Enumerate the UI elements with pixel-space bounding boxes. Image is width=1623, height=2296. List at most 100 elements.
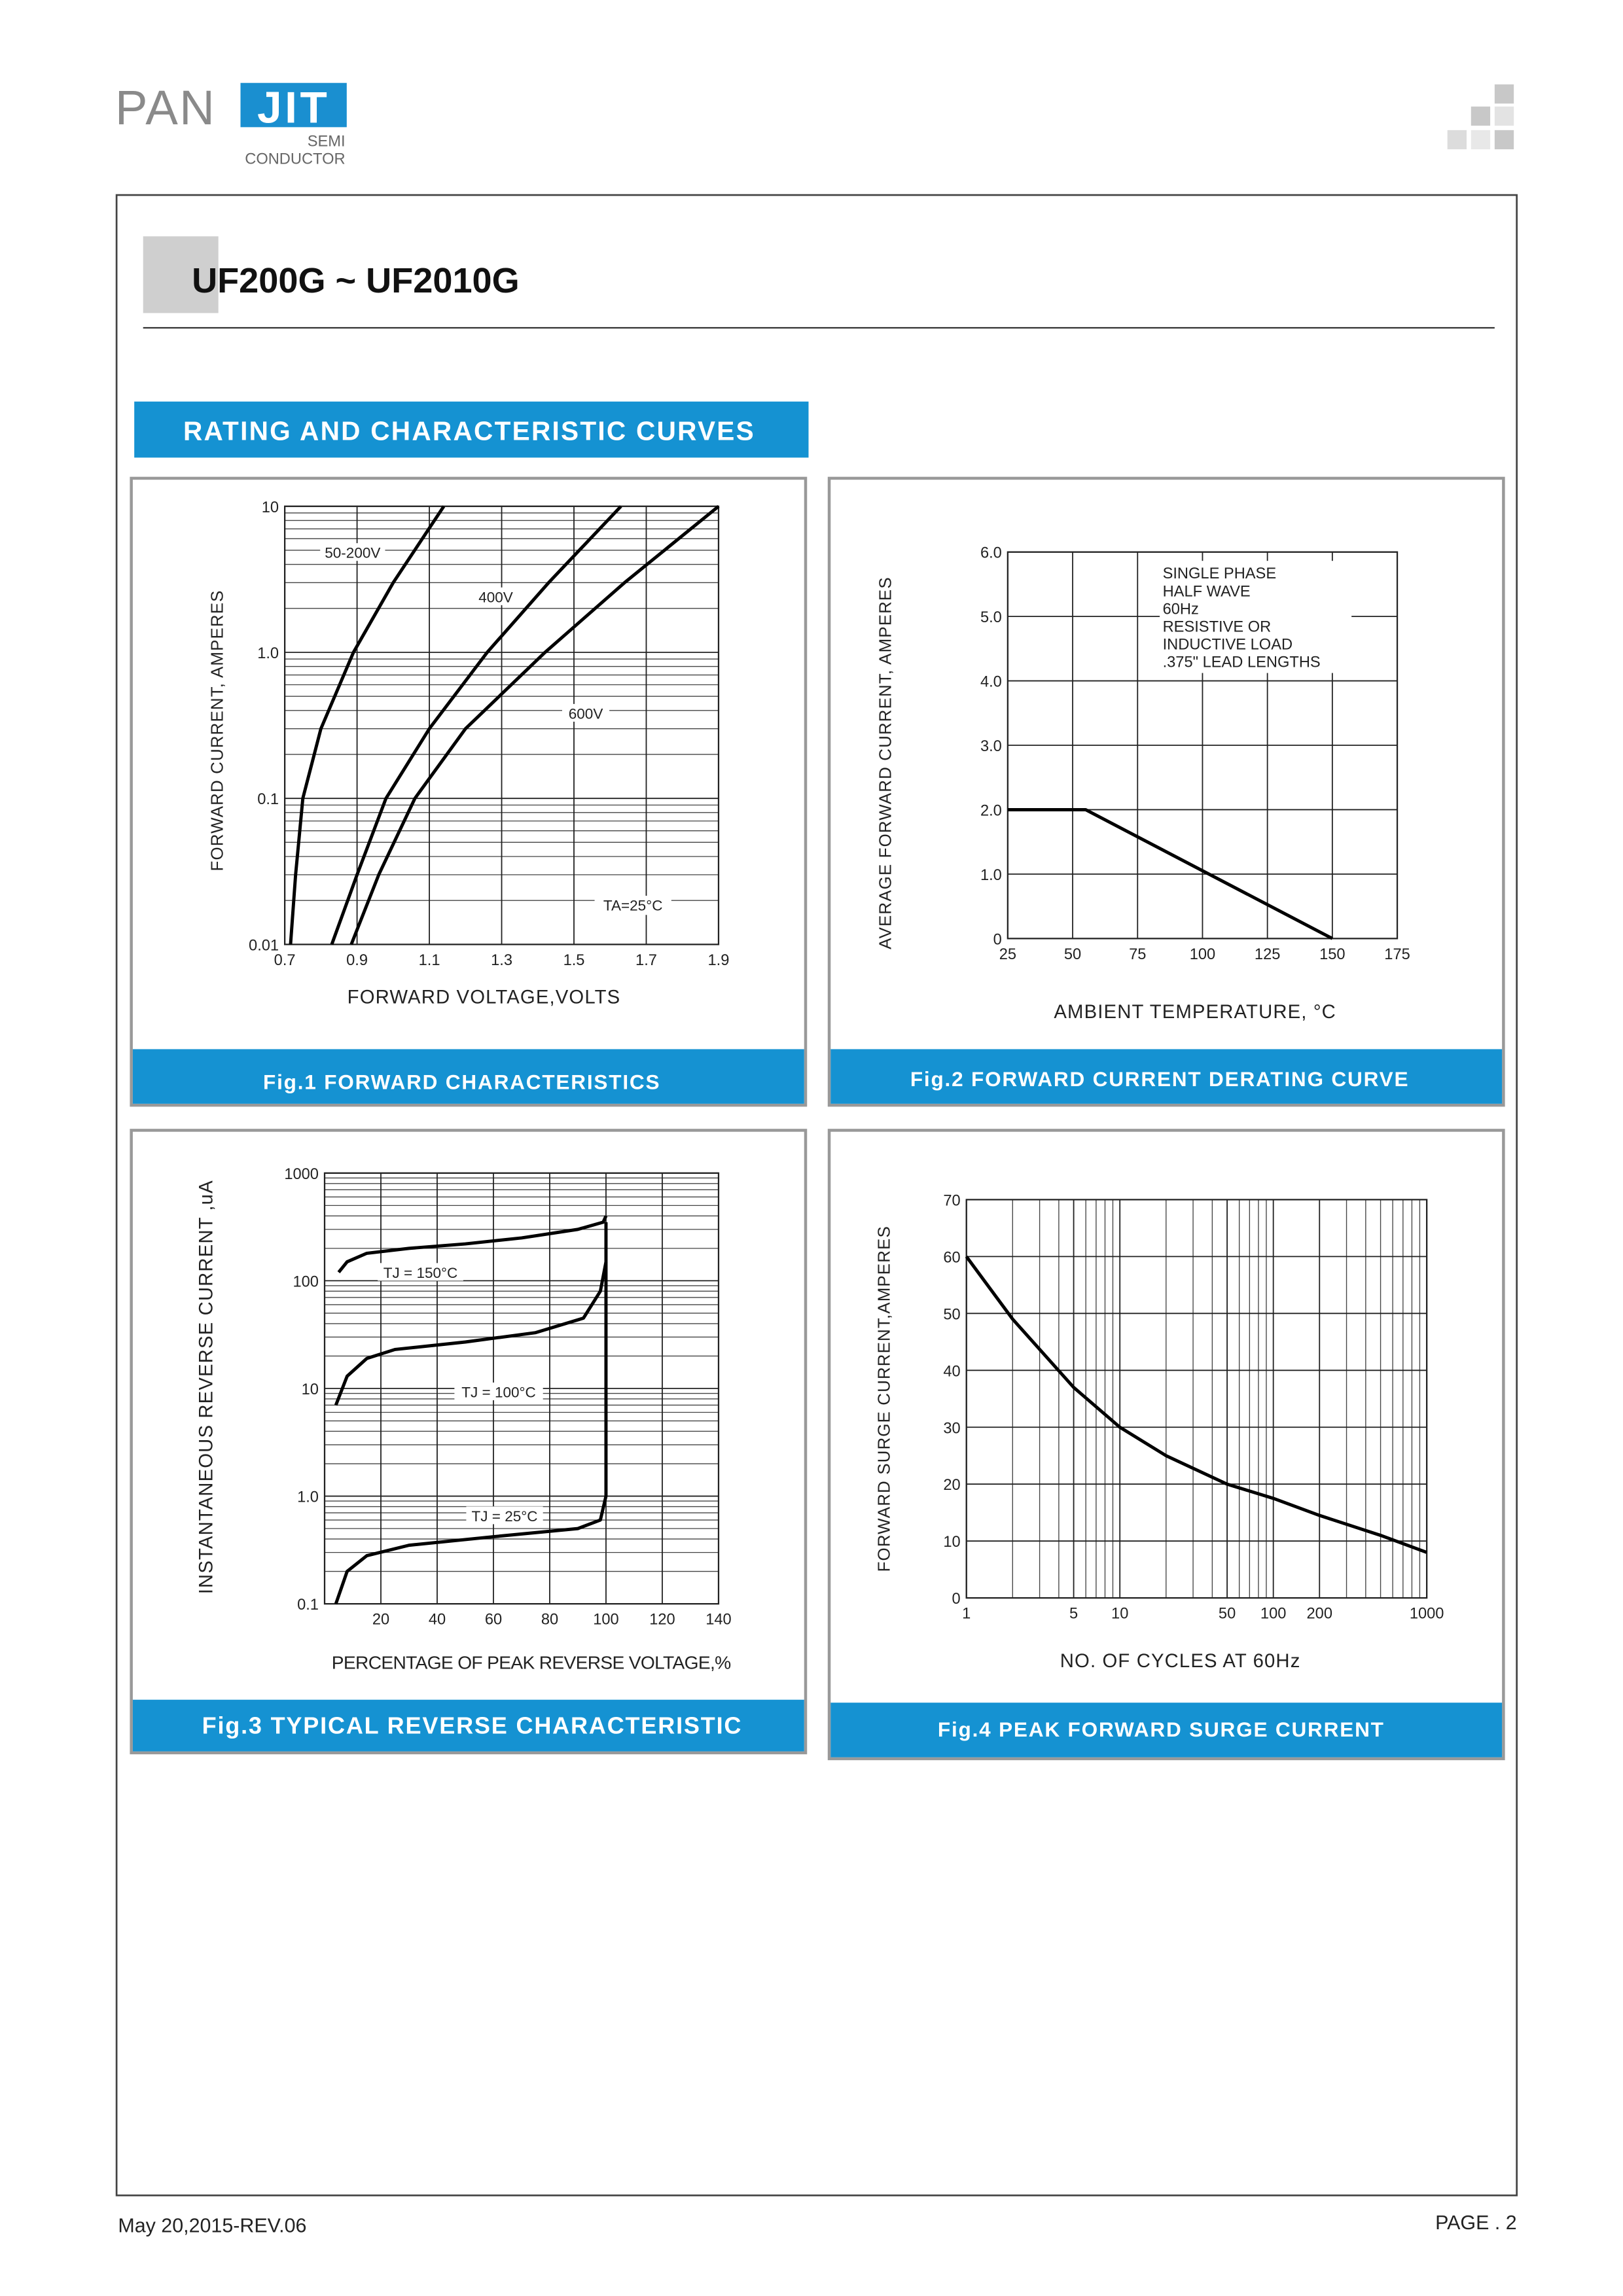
label-bg xyxy=(594,895,671,915)
x-tick-label: 125 xyxy=(1255,946,1280,963)
x-axis-label: NO. OF CYCLES AT 60Hz xyxy=(1060,1650,1301,1672)
series-line xyxy=(334,1261,608,1406)
series-line xyxy=(349,504,720,945)
x-tick-label: 150 xyxy=(1319,946,1345,963)
series-line xyxy=(289,505,446,945)
in-plot-labels: 50-200V 400V 600V TA=25°C SINGLE PHASE H… xyxy=(320,543,1352,1525)
y-tick-label: 6.0 xyxy=(980,545,1002,562)
series-label: TJ = 25°C xyxy=(472,1508,538,1525)
y-tick-label: 0 xyxy=(993,931,1002,948)
y-tick-label: 1000 xyxy=(284,1166,319,1183)
plot-frame xyxy=(284,505,720,945)
plot-frame xyxy=(965,1199,1428,1599)
x-axis-label: FORWARD VOLTAGE,VOLTS xyxy=(348,987,621,1008)
section-banner xyxy=(134,401,809,458)
x-tick-label: 40 xyxy=(429,1612,446,1629)
x-tick-label: 50 xyxy=(1219,1606,1236,1623)
y-tick-label: 10 xyxy=(262,499,279,516)
y-tick-label: 0.1 xyxy=(257,791,279,808)
footer-page: PAGE . 2 xyxy=(1435,2212,1517,2234)
y-tick-label: 1.0 xyxy=(980,867,1002,884)
note: RESISTIVE OR xyxy=(1163,618,1272,635)
y-tick-label: 50 xyxy=(943,1306,960,1323)
y-tick-label: 60 xyxy=(943,1249,960,1266)
note: 60Hz xyxy=(1163,601,1199,618)
x-tick-label: 10 xyxy=(1111,1606,1128,1623)
y-tick-label: 0.01 xyxy=(249,937,279,954)
y-tick-label: 100 xyxy=(293,1273,318,1290)
y-tick-label: 1.0 xyxy=(257,645,279,662)
y-tick-label: 10 xyxy=(302,1381,319,1398)
series-label: 50-200V xyxy=(325,545,380,561)
label-bg xyxy=(472,587,520,605)
y-tick-label: 3.0 xyxy=(980,738,1002,755)
label-bg xyxy=(562,703,610,722)
logo-sub: SEMI xyxy=(308,133,346,150)
series-line xyxy=(965,1255,1428,1554)
y-tick-label: 2.0 xyxy=(980,802,1002,819)
x-tick-label: 1.5 xyxy=(563,952,585,969)
x-axis-label: AMBIENT TEMPERATURE, °C xyxy=(1054,1001,1336,1023)
x-tick-label: 5 xyxy=(1069,1606,1078,1623)
series-label: TJ = 150°C xyxy=(383,1265,458,1281)
label-bg xyxy=(454,1382,543,1401)
plot-frame xyxy=(1007,551,1399,940)
x-tick-label: 120 xyxy=(649,1612,675,1629)
logo-box xyxy=(240,82,347,128)
note: INDUCTIVE LOAD xyxy=(1163,636,1293,653)
panel-frames xyxy=(130,476,1505,1761)
decor-squares xyxy=(1447,84,1514,150)
x-tick-label: 60 xyxy=(485,1612,502,1629)
note: SINGLE PHASE xyxy=(1163,565,1277,582)
x-tick-label: 1 xyxy=(962,1606,971,1623)
y-tick-label: 0 xyxy=(952,1591,961,1608)
x-tick-label: 20 xyxy=(372,1612,389,1629)
label-bg xyxy=(320,543,385,561)
series-label: TJ = 100°C xyxy=(461,1385,536,1401)
y-tick-label: 20 xyxy=(943,1477,960,1494)
caption: Fig.1 FORWARD CHARACTERISTICS xyxy=(263,1070,660,1093)
x-tick-label: 75 xyxy=(1129,946,1146,963)
y-tick-label: 30 xyxy=(943,1420,960,1437)
x-tick-label: 1.9 xyxy=(708,952,730,969)
x-tick-label: 100 xyxy=(1190,946,1215,963)
label-bg xyxy=(1160,561,1352,673)
caption: Fig.2 FORWARD CURRENT DERATING CURVE xyxy=(910,1067,1410,1091)
plot-frame xyxy=(323,1172,720,1605)
logo-left: PAN xyxy=(115,80,216,135)
x-tick-label: 1.1 xyxy=(419,952,440,969)
title-square xyxy=(143,236,219,313)
note: HALF WAVE xyxy=(1163,583,1251,600)
series-label: 600V xyxy=(569,705,603,722)
caption-bars xyxy=(132,1049,1503,1757)
x-tick-label: 0.7 xyxy=(274,952,296,969)
y-axis-label: AVERAGE FORWARD CURRENT, AMPERES xyxy=(877,576,895,949)
y-tick-label: 10 xyxy=(943,1534,960,1551)
label-bg xyxy=(378,1263,463,1281)
x-tick-label: 25 xyxy=(999,946,1016,963)
footer-date: May 20,2015-REV.06 xyxy=(118,2215,306,2237)
series-line xyxy=(337,1215,608,1273)
doc-title: UF200G ~ UF2010G xyxy=(192,261,520,300)
y-axis-label: FORWARD SURGE CURRENT,AMPERES xyxy=(875,1226,893,1572)
y-axis-label: FORWARD CURRENT, AMPERES xyxy=(208,590,226,871)
section-title: RATING AND CHARACTERISTIC CURVES xyxy=(183,415,755,446)
x-tick-label: 1000 xyxy=(1410,1606,1444,1623)
y-tick-label: 0.1 xyxy=(297,1597,319,1614)
x-tick-label: 50 xyxy=(1064,946,1081,963)
x-tick-label: 0.9 xyxy=(346,952,368,969)
series-label: 400V xyxy=(478,589,513,605)
label-bg xyxy=(466,1506,543,1525)
x-tick-label: 140 xyxy=(705,1612,731,1629)
y-tick-label: 70 xyxy=(943,1192,960,1209)
logo-right: JIT xyxy=(257,84,330,133)
series-line xyxy=(1007,807,1334,940)
x-tick-label: 80 xyxy=(541,1612,558,1629)
x-tick-label: 175 xyxy=(1384,946,1410,963)
caption: Fig.3 TYPICAL REVERSE CHARACTERISTIC xyxy=(202,1712,743,1739)
annotation: TA=25°C xyxy=(603,898,663,914)
caption: Fig.4 PEAK FORWARD SURGE CURRENT xyxy=(938,1718,1385,1741)
series-line xyxy=(330,505,622,945)
